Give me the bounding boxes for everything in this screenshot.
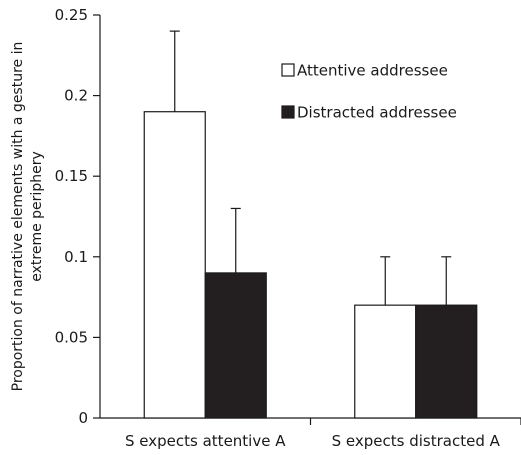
legend-label: Distracted addressee [297,104,457,122]
x-category-label: S expects distracted A [332,432,501,450]
bar-distracted [204,272,267,419]
y-axis: 0 0.05 0.1 0.15 0.2 0.25 [55,6,101,427]
y-tick-label: 0.25 [55,6,88,24]
bar-attentive [354,304,417,419]
y-tick-label: 0.05 [55,328,88,346]
x-axis: S expects attentive A S expects distracte… [100,417,521,450]
y-axis-title: Proportion of narrative elements with a … [10,42,45,392]
legend-label: Attentive addressee [297,62,448,80]
error-bars [169,30,452,306]
y-tick-label: 0 [78,409,88,427]
y-tick-label: 0.1 [64,248,88,266]
x-category-label: S expects attentive A [125,432,286,450]
bars [143,111,478,419]
bar-attentive [143,111,206,419]
y-tick-label: 0.2 [64,87,88,105]
y-axis-title-line: extreme periphery [29,151,45,281]
y-axis-title-line: Proportion of narrative elements with a … [10,42,26,392]
legend-swatch [281,63,295,77]
legend: Attentive addressee Distracted addressee [281,62,457,122]
legend-swatch [281,105,295,119]
bar-distracted [415,304,478,419]
y-tick-label: 0.15 [55,167,88,185]
